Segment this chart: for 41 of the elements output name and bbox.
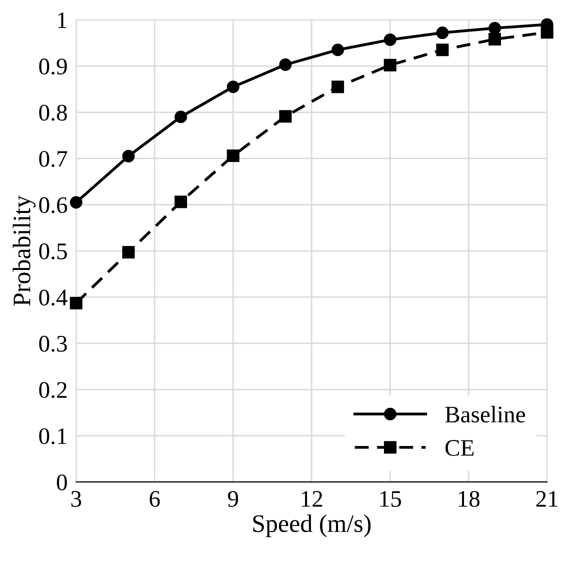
point: [384, 33, 396, 46]
point: [332, 44, 344, 56]
y-tick-label: 0.1: [39, 428, 66, 444]
point: [122, 150, 135, 162]
point: [332, 80, 344, 94]
point: [488, 33, 502, 46]
legend-label: CE: [445, 440, 474, 456]
x-axis-title: Speed (m/s): [253, 514, 371, 538]
y-tick-label: 0.3: [39, 336, 67, 352]
point: [122, 246, 135, 259]
x-tick-label: 6: [150, 491, 160, 507]
point: [174, 196, 188, 208]
y-tick-label: 0.6: [39, 197, 68, 214]
point: [70, 196, 82, 209]
legend-label: Baseline: [445, 406, 526, 423]
point: [488, 22, 502, 34]
x-tick-label: 12: [302, 491, 322, 507]
point: [436, 26, 449, 40]
point: [70, 296, 82, 310]
x-tick-label: 9: [228, 491, 238, 507]
point: [436, 44, 449, 56]
point: [384, 58, 396, 72]
y-axis-title: Probability: [12, 195, 36, 306]
y-tick-label: 1: [58, 12, 66, 28]
y-tick-label: 0.4: [39, 290, 68, 306]
y-tick-label: 0.2: [39, 382, 67, 398]
y-tick-label: 0: [56, 474, 67, 490]
x-tick-label: 18: [458, 490, 480, 507]
y-tick-label: 0.9: [39, 58, 67, 75]
x-tick-label: 15: [380, 491, 401, 507]
point: [226, 80, 240, 94]
point: [279, 110, 292, 123]
point: [226, 149, 240, 162]
y-tick-label: 0.5: [39, 243, 67, 260]
x-tick-label: 3: [71, 491, 82, 507]
x-tick-label: 21: [536, 491, 558, 507]
y-tick-label: 0.7: [39, 150, 68, 168]
point: [174, 110, 188, 124]
point: [279, 58, 292, 71]
point: [540, 26, 554, 39]
y-tick-label: 0.8: [39, 104, 67, 121]
